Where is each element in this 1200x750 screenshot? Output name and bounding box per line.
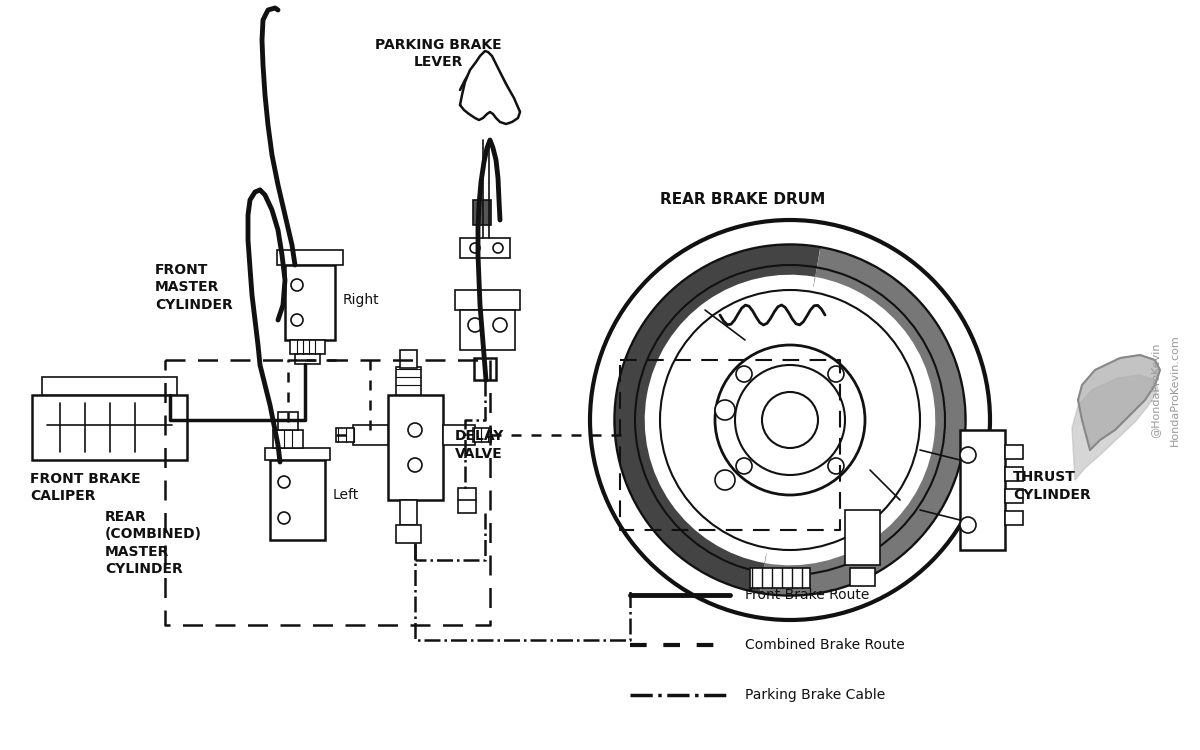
Bar [443,425,475,445]
Circle shape [292,279,302,291]
Bar [1006,467,1022,481]
Text: Combined Brake Route: Combined Brake Route [745,638,905,652]
Bar [396,525,421,543]
Text: Left: Left [334,488,359,502]
Text: DELAY
VALVE: DELAY VALVE [455,429,504,460]
Circle shape [736,366,752,382]
Polygon shape [1072,375,1158,480]
Circle shape [828,366,844,382]
Bar [400,350,418,368]
Text: REAR
(COMBINED)
MASTER
CYLINDER: REAR (COMBINED) MASTER CYLINDER [106,510,202,576]
Text: FRONT
MASTER
CYLINDER: FRONT MASTER CYLINDER [155,263,233,311]
Circle shape [960,517,976,533]
Bar [1006,489,1022,503]
Bar [1006,511,1022,525]
Circle shape [408,458,422,472]
Circle shape [493,318,508,332]
Bar [353,425,388,445]
Text: Parking Brake Cable: Parking Brake Cable [745,688,886,702]
Text: @HondaProKevin: @HondaProKevin [1150,342,1160,438]
Bar [290,340,325,354]
Circle shape [292,314,302,326]
Circle shape [590,220,990,620]
Circle shape [736,458,752,474]
Bar [845,510,880,565]
Circle shape [616,245,965,595]
Bar [388,395,443,500]
Circle shape [734,365,845,475]
Bar [396,367,421,395]
Bar [474,358,496,380]
Bar [460,238,510,258]
Circle shape [408,423,422,437]
Circle shape [828,458,844,474]
Circle shape [715,470,734,490]
Bar [286,265,335,340]
Bar [32,395,187,460]
Circle shape [715,400,734,420]
Bar [473,428,491,442]
Text: FRONT BRAKE
CALIPER: FRONT BRAKE CALIPER [30,472,140,503]
Text: REAR BRAKE DRUM: REAR BRAKE DRUM [660,193,826,208]
Bar [850,568,875,586]
Circle shape [493,243,503,253]
Bar [42,377,178,395]
Bar [750,568,810,588]
Circle shape [470,243,480,253]
Text: Front Brake Route: Front Brake Route [745,588,869,602]
Bar [473,200,491,225]
Bar [336,428,354,442]
Bar [960,430,1006,550]
Text: Right: Right [343,293,379,307]
Bar [455,290,520,310]
Polygon shape [1078,355,1160,450]
Circle shape [278,476,290,488]
Circle shape [715,345,865,495]
Circle shape [468,318,482,332]
Text: HondaProKevin.com: HondaProKevin.com [1170,334,1180,446]
Circle shape [762,392,818,448]
Text: PARKING BRAKE
LEVER: PARKING BRAKE LEVER [374,38,502,69]
Bar [278,412,298,430]
Bar [295,354,320,364]
Circle shape [960,447,976,463]
Bar [277,250,343,265]
Bar [270,460,325,540]
Bar [265,448,330,460]
Circle shape [278,512,290,524]
Text: THRUST
CYLINDER: THRUST CYLINDER [1013,470,1091,502]
Bar [1006,445,1022,459]
Bar [400,500,418,525]
Polygon shape [460,51,520,124]
Bar [458,488,476,513]
Bar [460,310,515,350]
Bar [274,430,302,448]
